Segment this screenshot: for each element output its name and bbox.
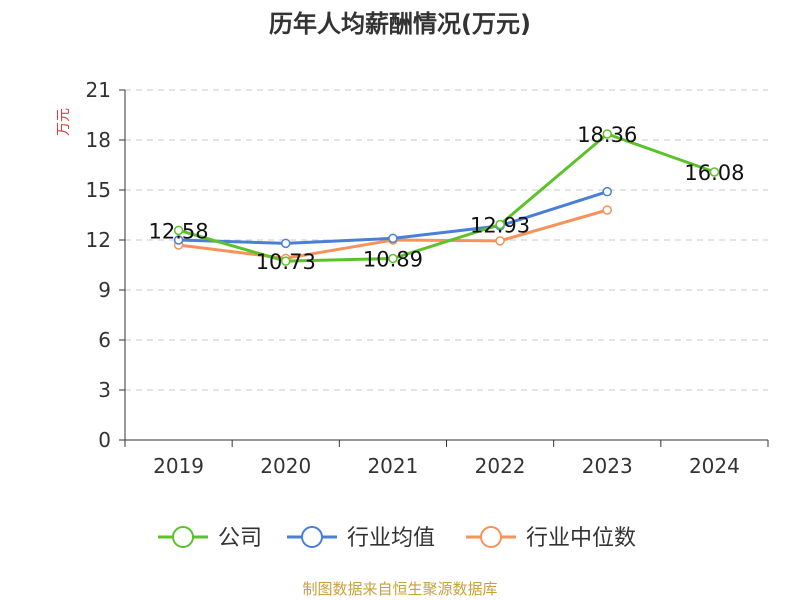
data-label: 12.58	[149, 219, 209, 243]
legend: 公司 行业均值 行业中位数	[158, 526, 636, 551]
x-tick-label: 2019	[153, 454, 204, 478]
data-labels: 12.58 10.73 10.89 12.93 18.36 16.08	[149, 123, 745, 274]
x-tick-label: 2023	[582, 454, 633, 478]
y-tick-label: 18	[86, 128, 111, 152]
data-point	[495, 236, 505, 246]
data-point	[495, 219, 505, 230]
data-point	[388, 253, 398, 264]
legend-swatch-marker	[480, 526, 502, 548]
series-line	[178, 132, 715, 263]
series-公司	[173, 129, 720, 266]
axes: 0 3 6 9 12 15 18 21 2019 2020 2021 2022 2023 2024	[86, 78, 769, 478]
data-point	[602, 129, 612, 139]
y-tick-label: 12	[86, 228, 111, 252]
data-point	[602, 205, 612, 215]
x-tick-label: 2022	[475, 454, 526, 478]
legend-swatch-marker	[172, 526, 194, 548]
legend-label: 公司	[218, 526, 262, 551]
y-tick-label: 21	[86, 78, 111, 102]
data-point	[602, 186, 612, 197]
data-label: 10.73	[256, 250, 316, 274]
y-tick-label: 0	[98, 428, 111, 452]
chart-title: 历年人均薪酬情况(万元)	[269, 10, 531, 38]
legend-item: 行业中位数	[466, 526, 636, 551]
series-行业均值	[173, 186, 612, 249]
data-point	[281, 238, 291, 249]
legend-label: 行业均值	[347, 526, 435, 551]
x-tick-label: 2021	[367, 454, 418, 478]
data-label: 12.93	[470, 214, 530, 238]
legend-item: 公司	[158, 526, 262, 551]
x-tick-label: 2024	[689, 454, 740, 478]
source-footer: 制图数据来自恒生聚源数据库	[302, 580, 498, 598]
data-label: 18.36	[577, 123, 637, 147]
data-point	[173, 225, 184, 236]
data-label: 16.08	[684, 161, 744, 185]
data-point	[388, 233, 398, 244]
y-tick-label: 6	[98, 328, 111, 352]
y-tick-label: 9	[98, 278, 111, 302]
data-label: 10.89	[363, 248, 423, 272]
data-point	[173, 235, 184, 245]
x-tick-label: 2020	[260, 454, 311, 478]
legend-swatch-marker	[301, 526, 323, 548]
legend-item: 行业均值	[287, 526, 435, 551]
legend-label: 行业中位数	[526, 526, 636, 551]
y-tick-label: 3	[98, 378, 111, 402]
data-point	[709, 167, 720, 177]
data-point	[281, 256, 291, 266]
y-tick-label: 15	[86, 178, 111, 202]
y-axis-label: 万元	[56, 108, 72, 136]
series-layer	[173, 129, 720, 266]
